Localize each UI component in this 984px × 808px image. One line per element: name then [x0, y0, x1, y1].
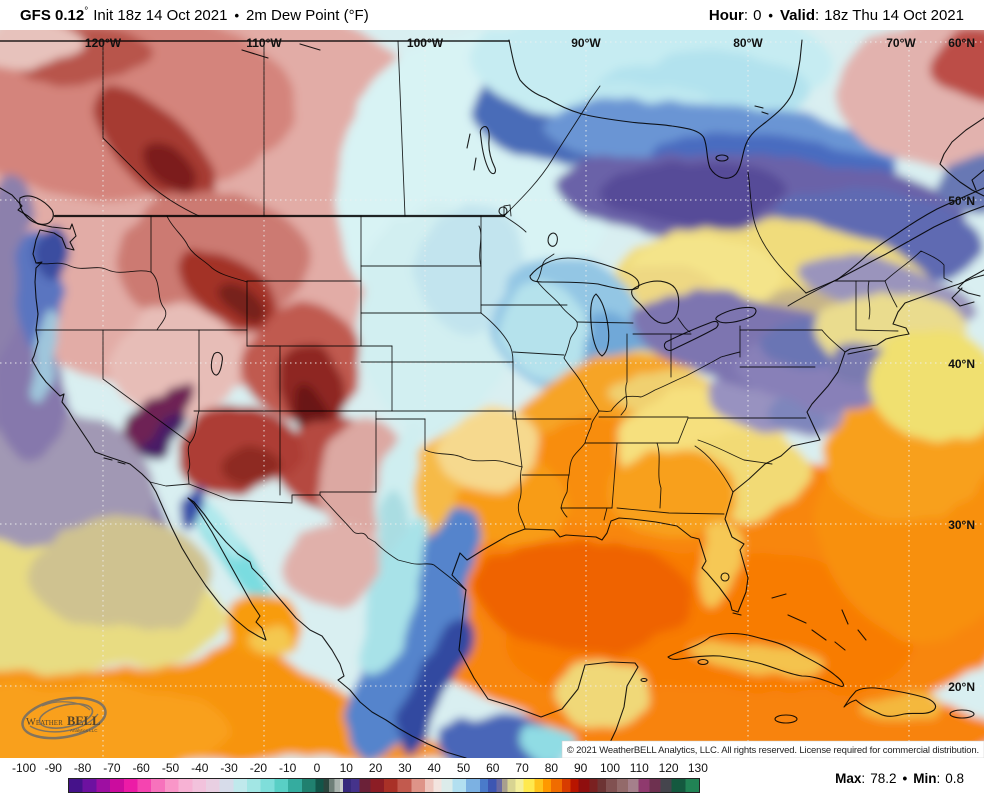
init-text: Init 18z 14 Oct 2021: [93, 6, 228, 24]
max-value: 78.2: [870, 771, 897, 786]
model-name: GFS 0.12: [20, 6, 85, 24]
logo-word-weather: Weather: [26, 717, 63, 728]
weatherbell-logo: Weather BELL Analytics LLC: [21, 696, 107, 740]
legend-footer: -100 -90 -80 -70 -60 -50 -40 -30 -20 -10 0 10 20 30 40…: [0, 758, 984, 808]
meridian-label: 90°W: [571, 36, 601, 50]
colorbar-tick: -80: [73, 761, 92, 775]
colorbar-tick: 50: [456, 761, 471, 775]
colorbar-tick: -90: [44, 761, 62, 775]
logo-word-sub: Analytics LLC: [70, 728, 98, 733]
valid-colon: :: [815, 6, 820, 24]
colorbar-ticks: -100 -90 -80 -70 -60 -50 -40 -30 -20 -10 0 10 20 30 40…: [0, 761, 984, 776]
colorbar-tick: -30: [220, 761, 238, 775]
colorbar-tick: 10: [339, 761, 353, 775]
political-borders: [0, 40, 953, 591]
parallel-label: 40°N: [948, 357, 975, 371]
hour-label: Hour: [708, 6, 744, 24]
copyright-bar: © 2021 WeatherBELL Analytics, LLC. All r…: [561, 740, 984, 759]
graticule-labels: 120°W 110°W 100°W 90°W 80°W 70°W 60°N 50…: [85, 36, 975, 694]
weather-map: 120°W 110°W 100°W 90°W 80°W 70°W 60°N 50…: [0, 0, 984, 788]
parallel-label: 30°N: [948, 518, 975, 532]
colorbar-tick: 0: [313, 761, 321, 775]
valid-value: 18z Thu 14 Oct 2021: [824, 6, 964, 24]
meridian-label: 100°W: [407, 36, 444, 50]
max-colon: :: [861, 771, 866, 786]
colorbar-tick: -10: [279, 761, 297, 775]
copyright-text: © 2021 WeatherBELL Analytics, LLC. All r…: [567, 745, 979, 756]
colorbar-bar: [68, 778, 700, 793]
colorbar-tick: 130: [687, 761, 708, 775]
header-bullet: •: [234, 7, 240, 23]
min-value: 0.8: [945, 771, 964, 786]
parallel-label: 60°N: [948, 36, 975, 50]
colorbar-tick: 110: [629, 761, 649, 775]
min-label: Min: [913, 771, 937, 786]
colorbar-tick: -20: [249, 761, 268, 775]
colorbar-tick: 80: [544, 761, 559, 775]
colorbar-tick: 70: [515, 761, 529, 775]
header-right: Hour: 0 • Valid: 18z Thu 14 Oct 2021: [709, 7, 964, 24]
min-colon: :: [936, 771, 941, 786]
colorbar-tick: 20: [368, 761, 383, 775]
product-name: 2m Dew Point (°F): [246, 6, 369, 24]
model-degree: °: [84, 5, 89, 17]
stats: Max: 78.2 • Min: 0.8: [835, 771, 964, 786]
graticule: [0, 40, 984, 758]
colorbar-tick: 60: [486, 761, 500, 775]
colorbar-tick: 120: [658, 761, 679, 775]
dewpoint-field: [0, 0, 984, 788]
meridian-label: 120°W: [85, 36, 122, 50]
map-canvas: 120°W 110°W 100°W 90°W 80°W 70°W 60°N 50…: [0, 0, 984, 788]
hour-value: 0: [753, 6, 762, 24]
meridian-label: 80°W: [733, 36, 763, 50]
colorbar-tick: 90: [574, 761, 588, 775]
colorbar-tick: -100: [11, 761, 37, 775]
meridian-label: 70°W: [886, 36, 916, 50]
parallel-label: 20°N: [948, 680, 975, 694]
colorbar-tick: 100: [599, 761, 621, 775]
meridian-label: 110°W: [246, 36, 282, 50]
parallel-label: 50°N: [948, 194, 975, 208]
valid-label: Valid: [779, 6, 815, 24]
max-label: Max: [835, 771, 862, 786]
header-left: GFS 0.12° Init 18z 14 Oct 2021 • 2m Dew Poi…: [20, 5, 369, 24]
header-bullet: •: [768, 7, 773, 23]
colorbar-tick: 40: [427, 761, 441, 775]
colorbar-tick: -70: [103, 761, 121, 775]
logo-swirl-icon: [21, 696, 107, 740]
header-bar: GFS 0.12° Init 18z 14 Oct 2021 • 2m Dew Poi…: [0, 0, 984, 30]
stats-bullet: •: [902, 771, 908, 786]
colorbar-tick: -50: [161, 761, 180, 775]
hour-colon: :: [743, 6, 749, 24]
colorbar-tick: -40: [191, 761, 209, 775]
colorbar-tick: 30: [398, 761, 412, 775]
logo-word-bell: BELL: [67, 714, 100, 728]
colorbar-tick: -60: [132, 761, 150, 775]
coastlines-borders: [0, 39, 984, 761]
